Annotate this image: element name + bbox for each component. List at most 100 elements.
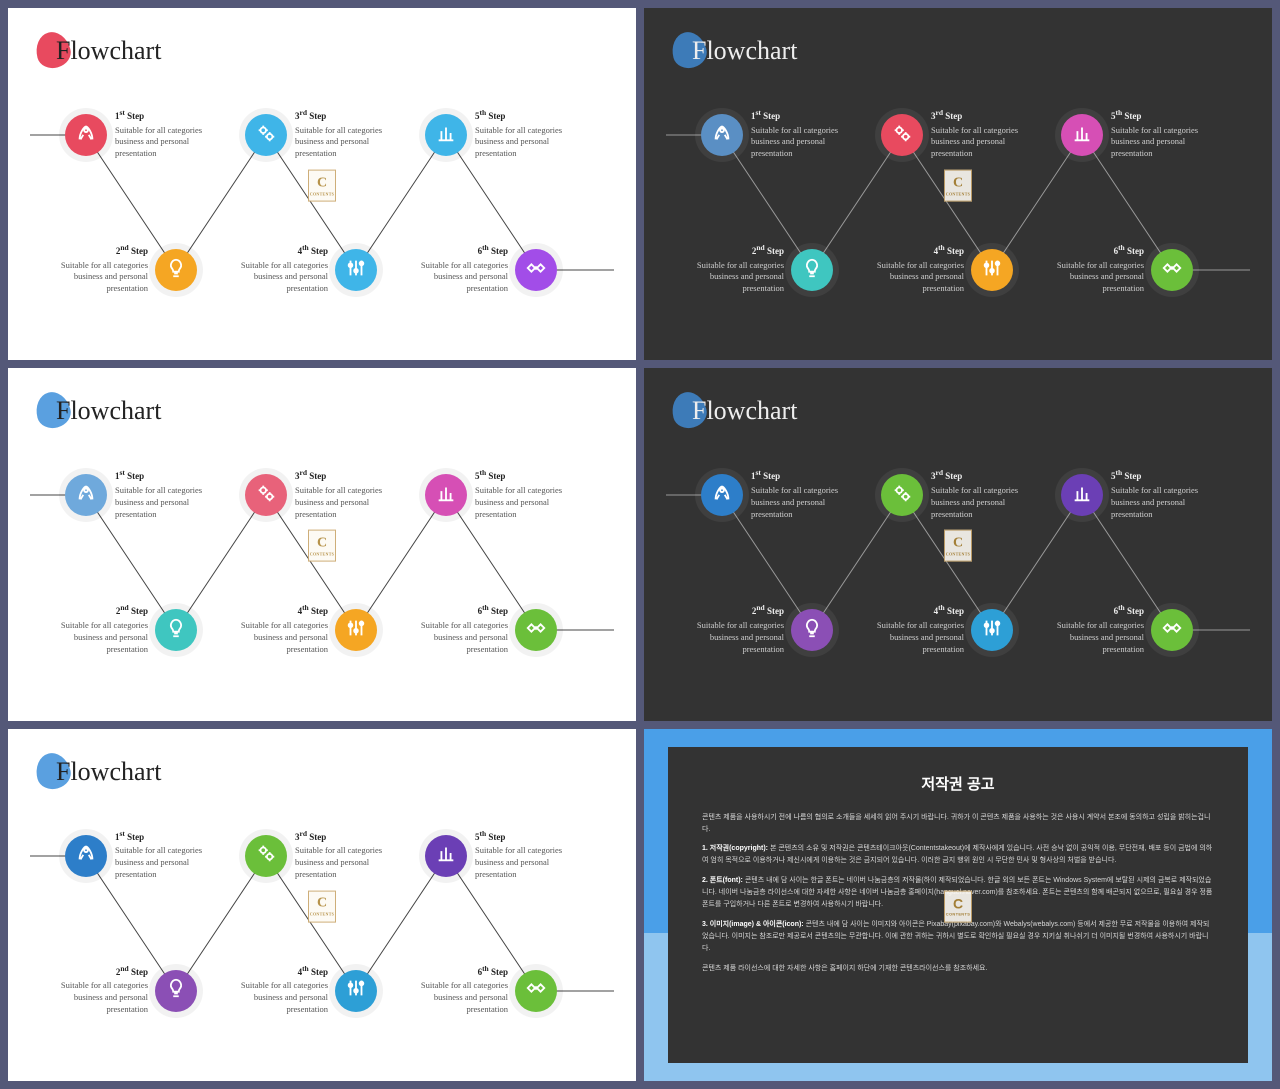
step-desc: Suitable for all categories business and… xyxy=(421,260,508,294)
step-label: 6th Step xyxy=(393,603,508,618)
rocket-icon xyxy=(711,122,733,149)
step-text-6: 6th StepSuitable for all categories busi… xyxy=(1029,243,1144,295)
slide-2: Flowchart 1st Step Suitable for all categ… xyxy=(644,8,1272,360)
flow-node-2 xyxy=(155,970,197,1012)
copyright-p1-label: 1. 저작권(copyright): xyxy=(702,845,768,852)
step-desc: Suitable for all categories business and… xyxy=(1111,125,1198,159)
step-text-3: 3rd StepSuitable for all categories busi… xyxy=(295,108,410,160)
step-desc: Suitable for all categories business and… xyxy=(61,260,148,294)
slide-title: Flowchart xyxy=(644,8,1272,66)
step-text-2: 2nd StepSuitable for all categories busi… xyxy=(669,603,784,655)
step-desc: Suitable for all categories business and… xyxy=(61,620,148,654)
flow-node-6 xyxy=(1151,249,1193,291)
flow-node-1 xyxy=(701,474,743,516)
step-desc: Suitable for all categories business and… xyxy=(475,485,562,519)
flow-node-5 xyxy=(425,835,467,877)
step-text-4: 4th StepSuitable for all categories busi… xyxy=(213,243,328,295)
flow-node-4 xyxy=(335,970,377,1012)
flow-node-6 xyxy=(1151,609,1193,651)
flow-node-2 xyxy=(155,609,197,651)
step-label: 3rd Step xyxy=(295,468,410,483)
flow-node-3 xyxy=(881,114,923,156)
step-text-2: 2nd StepSuitable for all categories busi… xyxy=(33,243,148,295)
step-label: 3rd Step xyxy=(931,108,1046,123)
copyright-intro: 콘텐츠 제품을 사용하시기 전에 나름의 협의로 소개들을 세세히 읽어 주시기… xyxy=(702,812,1214,836)
rocket-icon xyxy=(75,842,97,869)
step-desc: Suitable for all categories business and… xyxy=(931,125,1018,159)
flow-node-1 xyxy=(65,474,107,516)
step-desc: Suitable for all categories business and… xyxy=(241,260,328,294)
watermark-sub: CONTENTS xyxy=(946,191,970,196)
slide-title: Flowchart xyxy=(644,368,1272,426)
step-text-1: 1st StepSuitable for all categories busi… xyxy=(115,829,230,881)
step-label: 4th Step xyxy=(849,243,964,258)
flow-node-3 xyxy=(881,474,923,516)
watermark-sub: CONTENTS xyxy=(310,552,334,557)
copyright-footer: 콘텐츠 제품 라이선스에 대한 자세한 사항은 홈페이지 하단에 기재한 콘텐츠… xyxy=(702,963,1214,975)
step-text-3: 3rd Step Suitable for all categories busi… xyxy=(931,108,1046,160)
step-label: 5th Step xyxy=(475,829,590,844)
step-text-2: 2nd StepSuitable for all categories busi… xyxy=(669,243,784,295)
step-label: 4th Step xyxy=(213,603,328,618)
step-text-1: 1st Step Suitable for all categories busi… xyxy=(751,108,866,160)
chart-icon xyxy=(435,842,457,869)
watermark-sub: CONTENTS xyxy=(946,912,970,917)
gears-icon xyxy=(891,122,913,149)
step-label: 3rd Step xyxy=(295,108,410,123)
bulb-icon xyxy=(165,977,187,1004)
step-label: 1st Step xyxy=(115,829,230,844)
step-desc: Suitable for all categories business and… xyxy=(877,260,964,294)
step-label: 1st Step xyxy=(751,108,866,123)
sliders-icon xyxy=(981,257,1003,284)
step-text-2: 2nd Step Suitable for all categories busi… xyxy=(33,603,148,655)
flow-node-4 xyxy=(971,249,1013,291)
flow-node-5 xyxy=(1061,114,1103,156)
step-label: 2nd Step xyxy=(669,603,784,618)
step-desc: Suitable for all categories business and… xyxy=(1057,260,1144,294)
step-label: 1st Step xyxy=(115,468,230,483)
rocket-icon xyxy=(711,482,733,509)
watermark-letter: C xyxy=(953,536,963,552)
step-label: 5th Step xyxy=(1111,468,1226,483)
sliders-icon xyxy=(345,977,367,1004)
slide-3: Flowchart 1st StepSuitable for all categ… xyxy=(8,368,636,720)
step-desc: Suitable for all categories business and… xyxy=(1057,620,1144,654)
step-text-1: 1st StepSuitable for all categories busi… xyxy=(751,468,866,520)
copyright-title: 저작권 공고 xyxy=(702,773,1214,794)
step-label: 2nd Step xyxy=(33,603,148,618)
flow-node-5 xyxy=(1061,474,1103,516)
step-desc: Suitable for all categories business and… xyxy=(697,260,784,294)
flow-node-1 xyxy=(65,114,107,156)
step-label: 6th Step xyxy=(1029,603,1144,618)
step-desc: Suitable for all categories business and… xyxy=(877,620,964,654)
flow-node-3 xyxy=(245,474,287,516)
step-desc: Suitable for all categories business and… xyxy=(751,125,838,159)
step-text-5: 5th Step Suitable for all categories busi… xyxy=(1111,108,1226,160)
step-label: 4th Step xyxy=(213,964,328,979)
step-text-5: 5th StepSuitable for all categories busi… xyxy=(475,829,590,881)
step-label: 6th Step xyxy=(393,243,508,258)
flow-node-5 xyxy=(425,474,467,516)
watermark-sub: CONTENTS xyxy=(946,552,970,557)
step-text-6: 6th Step Suitable for all categories busi… xyxy=(393,243,508,295)
sliders-icon xyxy=(345,617,367,644)
flow-node-3 xyxy=(245,835,287,877)
watermark-badge: C CONTENTS xyxy=(944,530,972,562)
gears-icon xyxy=(255,482,277,509)
step-label: 3rd Step xyxy=(931,468,1046,483)
step-desc: Suitable for all categories business and… xyxy=(61,980,148,1014)
step-text-5: 5th StepSuitable for all categories busi… xyxy=(475,108,590,160)
step-desc: Suitable for all categories business and… xyxy=(931,485,1018,519)
flow-node-6 xyxy=(515,249,557,291)
flow-node-4 xyxy=(971,609,1013,651)
handshake-icon xyxy=(525,977,547,1004)
gears-icon xyxy=(891,482,913,509)
watermark-sub: CONTENTS xyxy=(310,191,334,196)
watermark-letter: C xyxy=(953,175,963,191)
step-text-1: 1st StepSuitable for all categories busi… xyxy=(115,108,230,160)
step-label: 5th Step xyxy=(1111,108,1226,123)
step-label: 6th Step xyxy=(393,964,508,979)
copyright-p1-text: 본 콘텐츠의 소유 및 저작권은 콘텐츠테이크아웃(Contentstakeou… xyxy=(702,845,1212,864)
flow-node-1 xyxy=(701,114,743,156)
watermark-letter: C xyxy=(317,896,327,912)
